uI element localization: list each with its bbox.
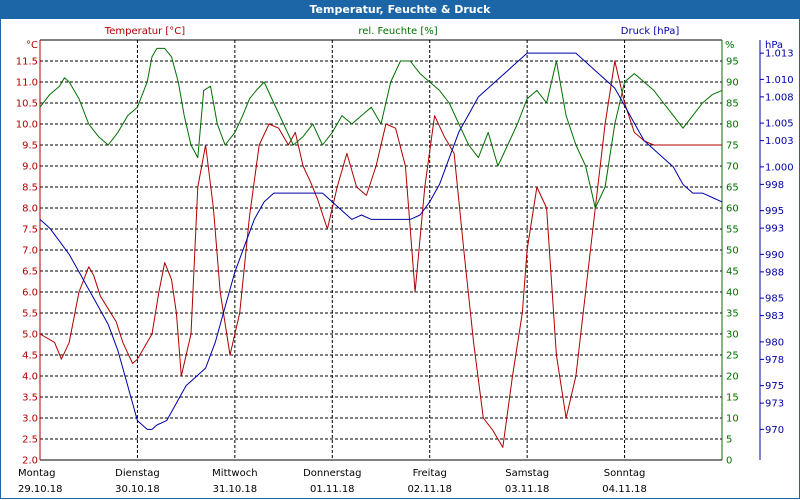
pressure-tick-label: 1.005 [765,119,794,130]
humidity-tick-label: 75 [726,141,739,152]
humidity-tick-label: 45 [726,267,739,278]
temperature-tick-label: 10.0 [16,120,38,131]
pressure-series-line [39,52,723,430]
x-day-date: 02.11.18 [407,484,452,495]
humidity-tick-label: 55 [726,225,739,236]
pressure-tick-label: 1.010 [765,75,794,86]
chart-window-title: Temperatur, Feuchte & Druck [0,0,800,19]
temperature-axis-ticks: 2.0 2.5 3.0 3.5 4.0 4.5 5.0 5.5 6.0 6.5 7.0 7.5 8.0 8… [16,57,38,467]
x-day-name: Sonntag [604,468,646,479]
temperature-tick-label: 8.0 [22,204,38,215]
temperature-tick-label: 9.5 [22,141,38,152]
pressure-tick-label: 973 [765,399,784,410]
pressure-tick-label: 988 [765,267,784,278]
x-day-date: 04.11.18 [602,484,647,495]
temperature-tick-label: 9.0 [22,162,38,173]
temperature-axis-title: Temperatur [°C] [104,26,185,37]
pressure-tick-label: 980 [765,337,784,348]
humidity-tick-label: 50 [726,246,739,257]
humidity-tick-label: 25 [726,351,739,362]
temperature-tick-label: 11.5 [16,57,38,68]
humidity-axis-ticks: 0 5 10 15 20 25 30 35 40 45 50 55 60 65 70 75 80 85 90 95 [726,57,739,467]
temperature-tick-label: 3.5 [22,393,38,404]
pressure-unit-label: hPa [765,40,783,51]
x-day-name: Mittwoch [212,468,257,479]
temperature-tick-label: 5.5 [22,309,38,320]
pressure-tick-label: 1.003 [765,136,794,147]
humidity-tick-label: 80 [726,120,739,131]
temperature-tick-label: 6.5 [22,267,38,278]
x-day-name: Dienstag [115,468,160,479]
temperature-tick-label: 3.0 [22,414,38,425]
temperature-tick-label: 6.0 [22,288,38,299]
pressure-tick-label: 1.000 [765,162,794,173]
pressure-tick-label: 975 [765,381,784,392]
temperature-tick-label: 7.0 [22,246,38,257]
pressure-tick-label: 983 [765,311,784,322]
x-axis-day-labels: Montag 29.10.18 Dienstag 30.10.18 Mittwoch 31… [18,468,647,495]
humidity-tick-label: 90 [726,78,739,89]
pressure-axis-title: Druck [hPa] [621,26,680,37]
humidity-tick-label: 30 [726,330,739,341]
temperature-tick-label: 7.5 [22,225,38,236]
humidity-tick-label: 20 [726,372,739,383]
humidity-tick-label: 40 [726,288,739,299]
x-day-date: 29.10.18 [18,484,63,495]
humidity-series-line [39,47,723,209]
pressure-tick-label: 978 [765,355,784,366]
pressure-axis-ticks: 970 973 975 978 980 983 985 988 990 993 995 998 1.00… [760,49,794,436]
pressure-tick-label: 998 [765,180,784,191]
x-day-date: 31.10.18 [213,484,258,495]
x-day-name: Donnerstag [303,468,361,479]
temperature-tick-label: 2.5 [22,435,38,446]
temperature-tick-label: 8.5 [22,183,38,194]
humidity-unit-label: % [725,40,735,51]
humidity-tick-label: 95 [726,57,739,68]
temperature-series-line [39,60,722,448]
humidity-tick-label: 70 [726,162,739,173]
pressure-tick-label: 985 [765,294,784,305]
humidity-axis-title: rel. Feuchte [%] [358,26,437,37]
pressure-tick-label: 1.013 [765,49,794,60]
x-day-date: 03.11.18 [505,484,550,495]
pressure-tick-label: 990 [765,250,784,261]
pressure-tick-label: 993 [765,224,784,235]
humidity-tick-label: 10 [726,414,739,425]
humidity-tick-label: 65 [726,183,739,194]
humidity-tick-label: 85 [726,99,739,110]
temperature-tick-label: 5.0 [22,330,38,341]
temperature-tick-label: 4.0 [22,372,38,383]
temperature-tick-label: 4.5 [22,351,38,362]
x-day-name: Freitag [413,468,447,479]
pressure-tick-label: 995 [765,206,784,217]
temperature-tick-label: 10.5 [16,99,38,110]
x-day-date: 30.10.18 [115,484,160,495]
temperature-unit-label: °C [26,40,38,51]
humidity-tick-label: 0 [726,456,732,467]
grid-lines [39,39,761,461]
humidity-tick-label: 15 [726,393,739,404]
temperature-tick-label: 2.0 [22,456,38,467]
chart-series [39,47,723,448]
x-day-date: 01.11.18 [310,484,355,495]
pressure-tick-label: 970 [765,425,784,436]
x-day-name: Samstag [505,468,549,479]
x-day-name: Montag [18,468,55,479]
humidity-tick-label: 5 [726,435,732,446]
pressure-tick-label: 1.008 [765,92,794,103]
humidity-tick-label: 60 [726,204,739,215]
humidity-tick-label: 35 [726,309,739,320]
temperature-tick-label: 11.0 [16,78,38,89]
